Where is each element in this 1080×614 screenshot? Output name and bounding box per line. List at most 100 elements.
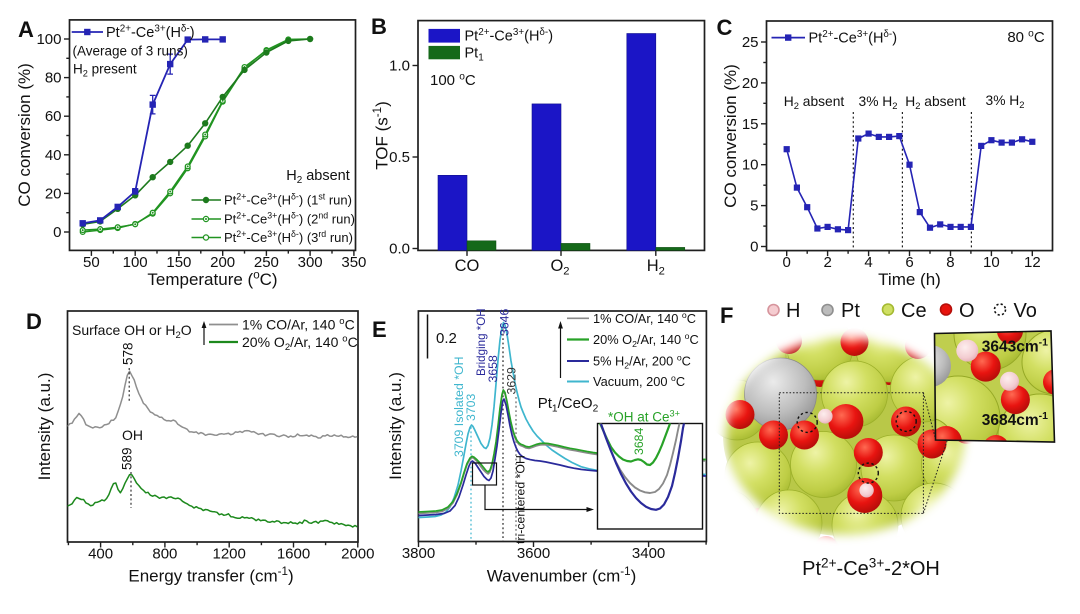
svg-text:1% CO/Ar, 140 o​C: 1% CO/Ar, 140 o​C — [593, 310, 696, 326]
svg-text:Pt2+​-Ce3+​(Hδ-​): Pt2+​-Ce3+​(Hδ-​) — [106, 24, 195, 42]
svg-text:10: 10 — [983, 254, 1000, 271]
svg-text:H: H — [786, 300, 800, 322]
svg-text:Surface OH or H2​O: Surface OH or H2​O — [72, 322, 192, 341]
svg-text:Pt1​/CeO2​: Pt1​/CeO2​ — [538, 395, 599, 414]
svg-text:Ce: Ce — [901, 300, 927, 322]
svg-text:589: 589 — [120, 447, 135, 470]
svg-text:0.0: 0.0 — [389, 241, 410, 258]
svg-text:20% O2​/Ar, 140 o​C: 20% O2​/Ar, 140 o​C — [593, 331, 699, 349]
svg-text:3703: 3703 — [464, 393, 478, 421]
svg-text:1% CO/Ar, 140 o​C: 1% CO/Ar, 140 o​C — [242, 316, 355, 332]
svg-text:Pt2+​-Ce3+​(Hδ-​) (2nd​ run): Pt2+​-Ce3+​(Hδ-​) (2nd​ run) — [224, 211, 355, 227]
svg-text:E: E — [372, 317, 387, 342]
svg-text:Vacuum, 200 o​C: Vacuum, 200 o​C — [593, 373, 685, 389]
svg-text:H2​ absent: H2​ absent — [286, 168, 350, 186]
svg-text:40: 40 — [45, 147, 62, 164]
svg-text:CO: CO — [455, 257, 480, 275]
svg-text:250: 250 — [254, 254, 279, 271]
svg-text:4: 4 — [864, 254, 872, 271]
svg-text:0: 0 — [53, 224, 61, 241]
svg-text:A: A — [18, 17, 34, 42]
svg-text:OH: OH — [122, 427, 143, 443]
svg-text:2000: 2000 — [341, 546, 374, 563]
svg-text:0: 0 — [750, 239, 758, 256]
svg-text:3800: 3800 — [402, 545, 435, 562]
svg-text:20: 20 — [45, 185, 62, 202]
svg-text:80: 80 — [45, 70, 62, 87]
svg-text:CO conversion (%): CO conversion (%) — [15, 63, 34, 207]
svg-text:3% H2​: 3% H2​ — [986, 93, 1025, 110]
svg-text:H2​: H2​ — [647, 257, 665, 278]
svg-text:Wavenumber (cm-1​): Wavenumber (cm-1​) — [487, 565, 637, 586]
svg-text:Intensity (a.u.): Intensity (a.u.) — [35, 373, 54, 481]
svg-text:Energy transfer (cm-1​): Energy transfer (cm-1​) — [128, 565, 293, 586]
svg-text:Pt1​: Pt1​ — [465, 45, 485, 63]
svg-text:CO conversion (%): CO conversion (%) — [721, 64, 740, 208]
svg-text:Intensity (a.u.): Intensity (a.u.) — [386, 372, 405, 480]
svg-text:Pt2+​-Ce3+​-2*OH: Pt2+​-Ce3+​-2*OH — [802, 555, 940, 580]
svg-text:3684cm-1​: 3684cm-1​ — [982, 410, 1048, 429]
svg-text:60: 60 — [45, 108, 62, 125]
svg-text:3684: 3684 — [632, 427, 646, 455]
svg-text:25: 25 — [742, 34, 759, 51]
svg-text:3400: 3400 — [632, 545, 665, 562]
svg-text:F: F — [720, 303, 733, 328]
svg-text:3709 Isolated *OH: 3709 Isolated *OH — [452, 357, 466, 458]
svg-text:3629: 3629 — [505, 367, 519, 395]
svg-text:O2​: O2​ — [550, 257, 569, 278]
svg-text:3% H2​: 3% H2​ — [859, 94, 898, 111]
svg-text:*OH at Ce3+​: *OH at Ce3+​ — [608, 408, 680, 424]
svg-text:C: C — [717, 15, 733, 40]
svg-text:TOF (s-1​): TOF (s-1​) — [371, 101, 392, 170]
svg-text:2: 2 — [823, 254, 831, 271]
svg-text:H2​ present: H2​ present — [73, 62, 137, 79]
svg-text:D: D — [26, 309, 42, 334]
svg-text:800: 800 — [152, 546, 177, 563]
svg-text:1200: 1200 — [213, 546, 246, 563]
svg-text:0.2: 0.2 — [436, 330, 457, 347]
svg-text:Temperature (o​C): Temperature (o​C) — [147, 269, 277, 290]
svg-text:8: 8 — [946, 254, 954, 271]
svg-text:20: 20 — [742, 75, 759, 92]
svg-text:Pt2+​-Ce3+​(Hδ-​): Pt2+​-Ce3+​(Hδ-​) — [465, 27, 554, 45]
svg-text:1.0: 1.0 — [389, 58, 410, 75]
svg-text:3643cm-1​: 3643cm-1​ — [982, 337, 1048, 356]
svg-text:1600: 1600 — [277, 546, 310, 563]
svg-text:Pt2+​-Ce3+​(Hδ-​): Pt2+​-Ce3+​(Hδ-​) — [809, 29, 898, 47]
svg-text:5: 5 — [750, 198, 758, 215]
svg-text:5% H2​/Ar, 200 o​C: 5% H2​/Ar, 200 o​C — [593, 353, 691, 371]
svg-text:Bridging *OH: Bridging *OH — [475, 308, 488, 376]
svg-text:350: 350 — [341, 254, 366, 271]
svg-text:3658: 3658 — [486, 355, 500, 383]
svg-text:0.5: 0.5 — [389, 149, 410, 166]
svg-text:300: 300 — [298, 254, 323, 271]
svg-text:100: 100 — [36, 31, 61, 48]
svg-text:H2​ absent: H2​ absent — [784, 94, 845, 111]
svg-text:0: 0 — [783, 254, 791, 271]
svg-text:tri-centered *OH: tri-centered *OH — [514, 455, 528, 544]
svg-text:150: 150 — [166, 254, 191, 271]
svg-text:Time (h): Time (h) — [878, 270, 941, 289]
svg-text:578: 578 — [121, 342, 136, 365]
svg-text:15: 15 — [742, 116, 759, 133]
svg-text:O: O — [959, 300, 975, 322]
svg-text:Pt2+​-Ce3+​(Hδ-​) (1st​ run): Pt2+​-Ce3+​(Hδ-​) (1st​ run) — [224, 192, 352, 208]
svg-text:20% O2​/Ar, 140 o​C: 20% O2​/Ar, 140 o​C — [242, 334, 358, 353]
svg-text:3600: 3600 — [517, 545, 550, 562]
svg-text:100: 100 — [123, 254, 148, 271]
svg-text:(Average of 3 runs): (Average of 3 runs) — [73, 44, 188, 59]
svg-text:Pt: Pt — [841, 300, 860, 322]
svg-text:12: 12 — [1024, 254, 1041, 271]
svg-text:3646: 3646 — [498, 308, 512, 336]
svg-text:H2​ absent: H2​ absent — [905, 94, 966, 111]
svg-text:10: 10 — [742, 157, 759, 174]
svg-text:Pt2+​-Ce3+​(Hδ-​) (3rd​ run): Pt2+​-Ce3+​(Hδ-​) (3rd​ run) — [224, 229, 353, 245]
svg-text:80 o​C: 80 o​C — [1007, 28, 1045, 46]
svg-text:Vo: Vo — [1014, 300, 1037, 322]
svg-text:B: B — [371, 14, 387, 39]
svg-text:50: 50 — [83, 254, 100, 271]
svg-text:400: 400 — [88, 546, 113, 563]
svg-text:6: 6 — [905, 254, 913, 271]
svg-text:200: 200 — [210, 254, 235, 271]
svg-text:100 o​C: 100 o​C — [430, 71, 476, 89]
